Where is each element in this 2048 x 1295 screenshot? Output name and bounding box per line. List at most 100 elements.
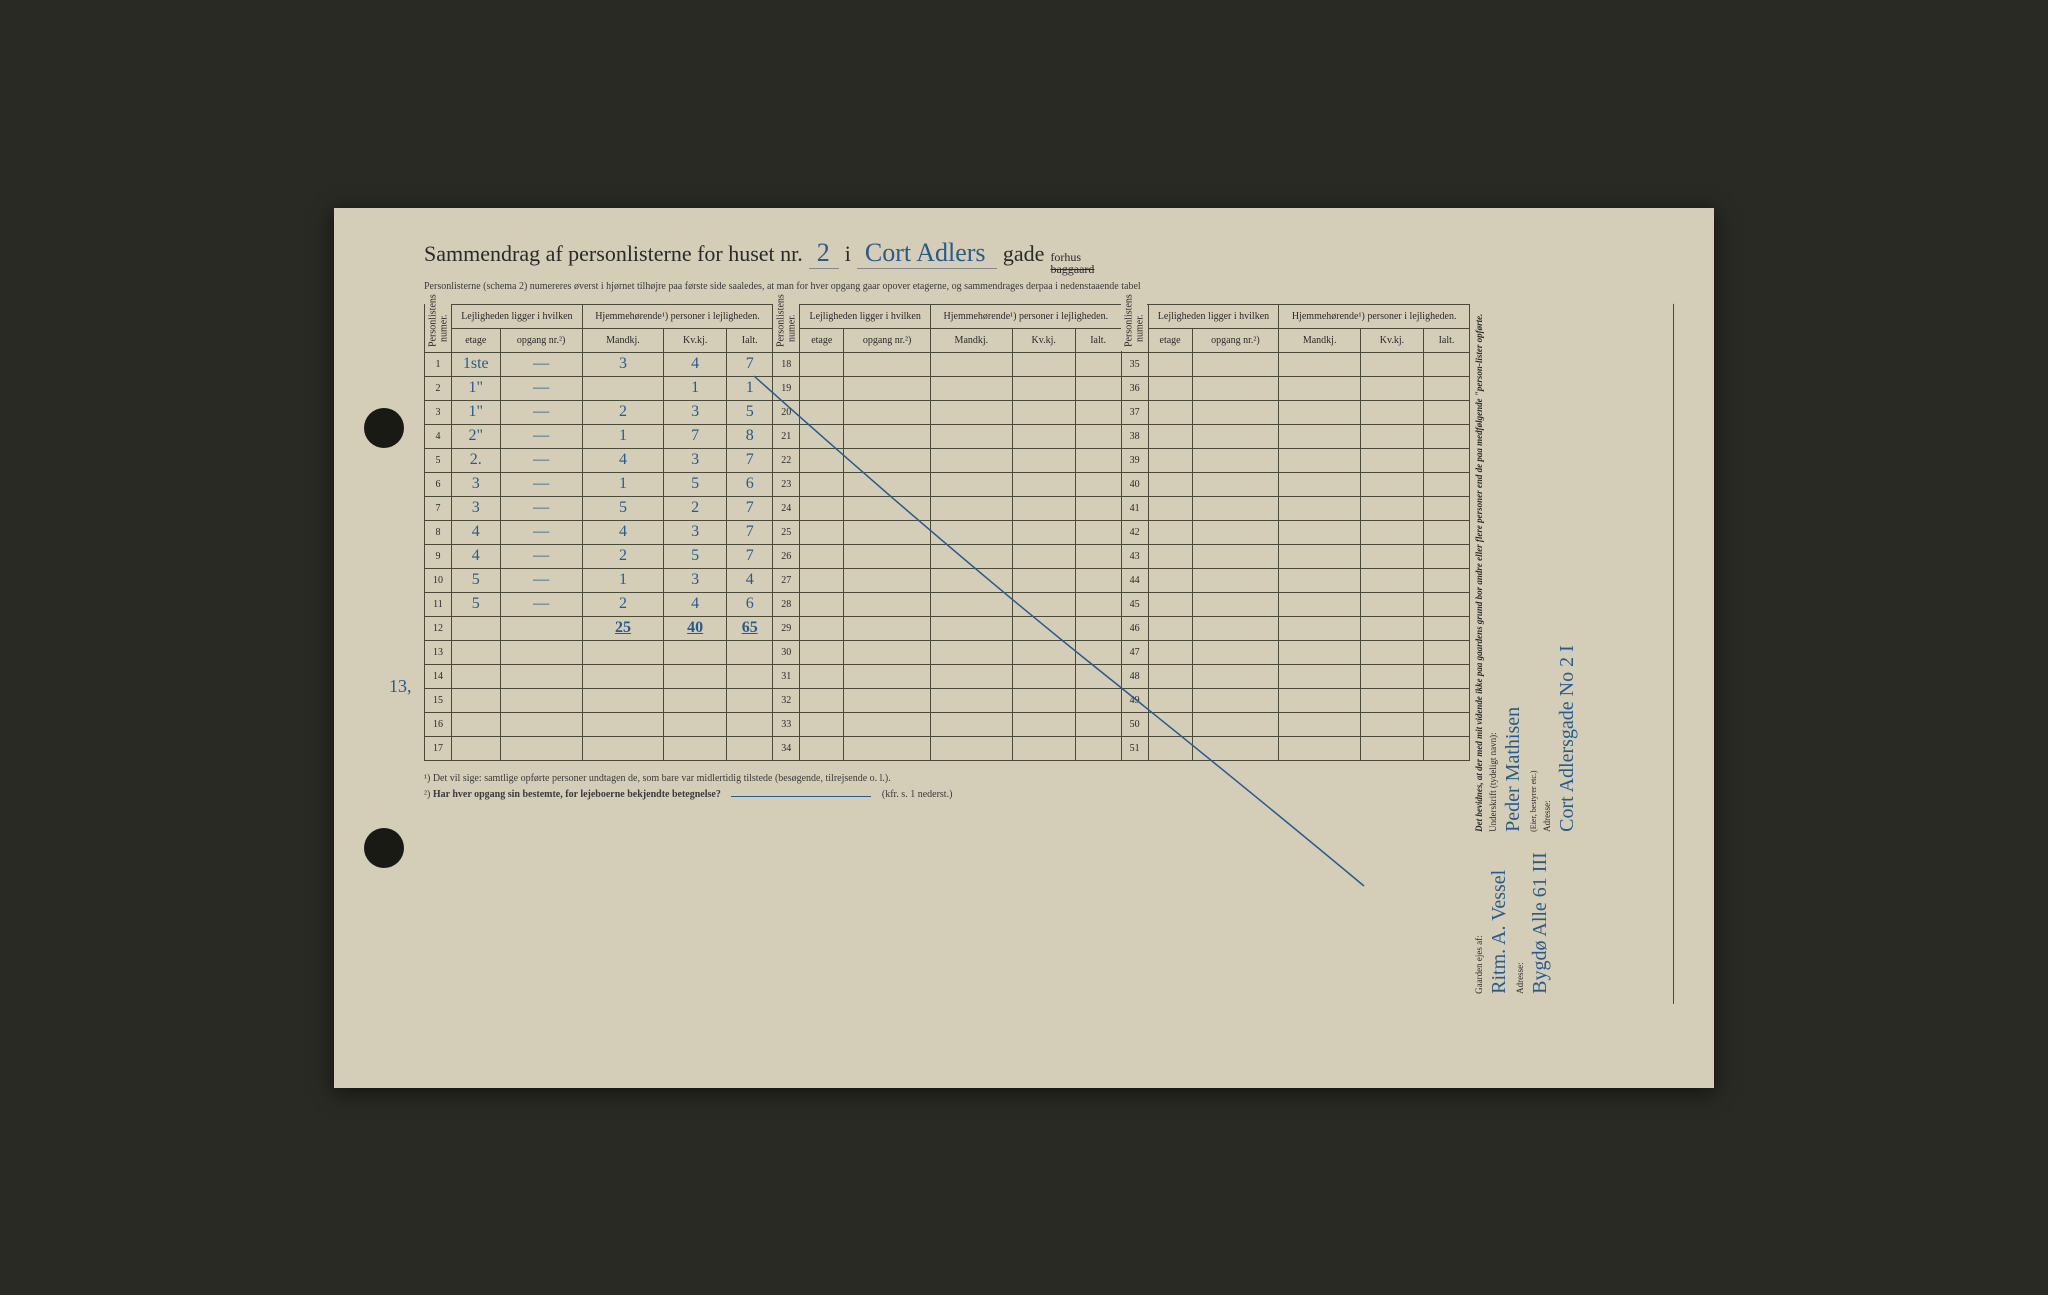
cell-kvkj: 5 bbox=[664, 544, 727, 568]
cell-empty bbox=[1279, 472, 1361, 496]
row-num: 46 bbox=[1121, 616, 1148, 640]
cell-empty bbox=[1012, 664, 1075, 688]
cell-empty bbox=[1279, 376, 1361, 400]
cell-empty bbox=[1075, 520, 1121, 544]
cell-empty bbox=[1075, 712, 1121, 736]
cell-empty bbox=[1279, 448, 1361, 472]
cell-empty bbox=[1360, 544, 1423, 568]
cell-opgang: — bbox=[500, 496, 582, 520]
cell-empty bbox=[500, 688, 582, 712]
cell-empty bbox=[931, 616, 1013, 640]
cell-empty bbox=[1279, 496, 1361, 520]
cell-empty bbox=[500, 640, 582, 664]
col-personlistens3: Personlistens numer. bbox=[1121, 304, 1148, 352]
cell-opgang: — bbox=[500, 400, 582, 424]
cell-empty bbox=[1075, 376, 1121, 400]
col-ialt3: Ialt. bbox=[1423, 328, 1469, 352]
footnotes: ¹) Det vil sige: samtlige opførte person… bbox=[424, 771, 1470, 803]
row-num: 47 bbox=[1121, 640, 1148, 664]
cell-empty bbox=[1360, 376, 1423, 400]
owner-name: Ritm. A. Vessel bbox=[1488, 852, 1511, 994]
cell-empty bbox=[1075, 472, 1121, 496]
cell-empty bbox=[800, 472, 844, 496]
form-title: Sammendrag af personlisterne for huset n… bbox=[424, 238, 1674, 275]
cell-etage: 3 bbox=[452, 472, 501, 496]
cell-empty bbox=[452, 736, 501, 760]
col-opgang: opgang nr.²) bbox=[500, 328, 582, 352]
row-num: 8 bbox=[425, 520, 452, 544]
cell-opgang: — bbox=[500, 520, 582, 544]
cell-empty bbox=[1423, 736, 1469, 760]
cell-empty bbox=[1279, 640, 1361, 664]
cell-empty bbox=[1423, 544, 1469, 568]
row-num: 49 bbox=[1121, 688, 1148, 712]
cell-opgang: — bbox=[500, 544, 582, 568]
total-ialt: 65 bbox=[727, 616, 773, 640]
cell-empty bbox=[1279, 352, 1361, 376]
row-num: 44 bbox=[1121, 568, 1148, 592]
gaarden-ejes-label: Gaarden ejes af: bbox=[1474, 852, 1484, 994]
cell-empty bbox=[1075, 448, 1121, 472]
cell-ialt: 8 bbox=[727, 424, 773, 448]
table-row: 11 5 — 2 4 6 28 45 bbox=[425, 592, 1470, 616]
cell-empty bbox=[1012, 520, 1075, 544]
cell-kvkj: 4 bbox=[664, 592, 727, 616]
cell-empty bbox=[1192, 640, 1279, 664]
cell-empty bbox=[1148, 352, 1192, 376]
cell-ialt: 6 bbox=[727, 592, 773, 616]
table-row: 3 1" — 2 3 5 20 37 bbox=[425, 400, 1470, 424]
cell-empty bbox=[1012, 448, 1075, 472]
row-num: 6 bbox=[425, 472, 452, 496]
cell-empty bbox=[1075, 736, 1121, 760]
cell-empty bbox=[1148, 520, 1192, 544]
cell-empty bbox=[1192, 400, 1279, 424]
cell-empty bbox=[664, 712, 727, 736]
cell-empty bbox=[1360, 496, 1423, 520]
cell-mandkj bbox=[582, 376, 663, 400]
table-body: 1 1ste — 3 4 7 18 35 2 1" — 1 1 19 36 3 … bbox=[425, 352, 1470, 760]
cell-empty bbox=[727, 664, 773, 688]
cell-empty bbox=[1148, 496, 1192, 520]
cell-kvkj: 3 bbox=[664, 448, 727, 472]
cell-empty bbox=[844, 376, 931, 400]
cell-etage: 1" bbox=[452, 400, 501, 424]
cell-empty bbox=[582, 664, 663, 688]
cell-empty bbox=[1148, 568, 1192, 592]
cell-empty bbox=[500, 736, 582, 760]
cell-mandkj: 4 bbox=[582, 520, 663, 544]
cell-empty bbox=[582, 688, 663, 712]
row-num: 30 bbox=[773, 640, 800, 664]
cell-ialt: 7 bbox=[727, 352, 773, 376]
cell-empty bbox=[1075, 616, 1121, 640]
cell-ialt: 4 bbox=[727, 568, 773, 592]
cell-empty bbox=[1192, 736, 1279, 760]
row-num: 17 bbox=[425, 736, 452, 760]
cell-empty bbox=[844, 592, 931, 616]
row-num: 39 bbox=[1121, 448, 1148, 472]
cell-empty bbox=[1360, 664, 1423, 688]
margin-note: 13, bbox=[389, 676, 412, 697]
cell-kvkj: 2 bbox=[664, 496, 727, 520]
cell-empty bbox=[800, 736, 844, 760]
footnote-2-label: ²) bbox=[424, 789, 430, 800]
cell-mandkj: 1 bbox=[582, 472, 663, 496]
col-etage: etage bbox=[452, 328, 501, 352]
cell-empty bbox=[1012, 400, 1075, 424]
cell-empty bbox=[800, 664, 844, 688]
cell-empty bbox=[1192, 496, 1279, 520]
census-form-page: 13, Sammendrag af personlisterne for hus… bbox=[334, 208, 1714, 1088]
cell-ialt: 6 bbox=[727, 472, 773, 496]
col-opgang2: opgang nr.²) bbox=[844, 328, 931, 352]
cell-empty bbox=[1148, 376, 1192, 400]
col-lejligheden2: Lejligheden ligger i hvilken bbox=[800, 304, 931, 328]
side-panel: Gaarden ejes af: Ritm. A. Vessel Adresse… bbox=[1474, 304, 1674, 1004]
cell-empty bbox=[931, 448, 1013, 472]
cell-empty bbox=[1279, 664, 1361, 688]
cell-empty bbox=[1423, 424, 1469, 448]
cell-empty bbox=[1192, 472, 1279, 496]
cell-empty bbox=[1279, 736, 1361, 760]
cell-kvkj: 4 bbox=[664, 352, 727, 376]
cell-empty bbox=[1075, 640, 1121, 664]
cell-ialt: 7 bbox=[727, 448, 773, 472]
cell-empty bbox=[452, 688, 501, 712]
